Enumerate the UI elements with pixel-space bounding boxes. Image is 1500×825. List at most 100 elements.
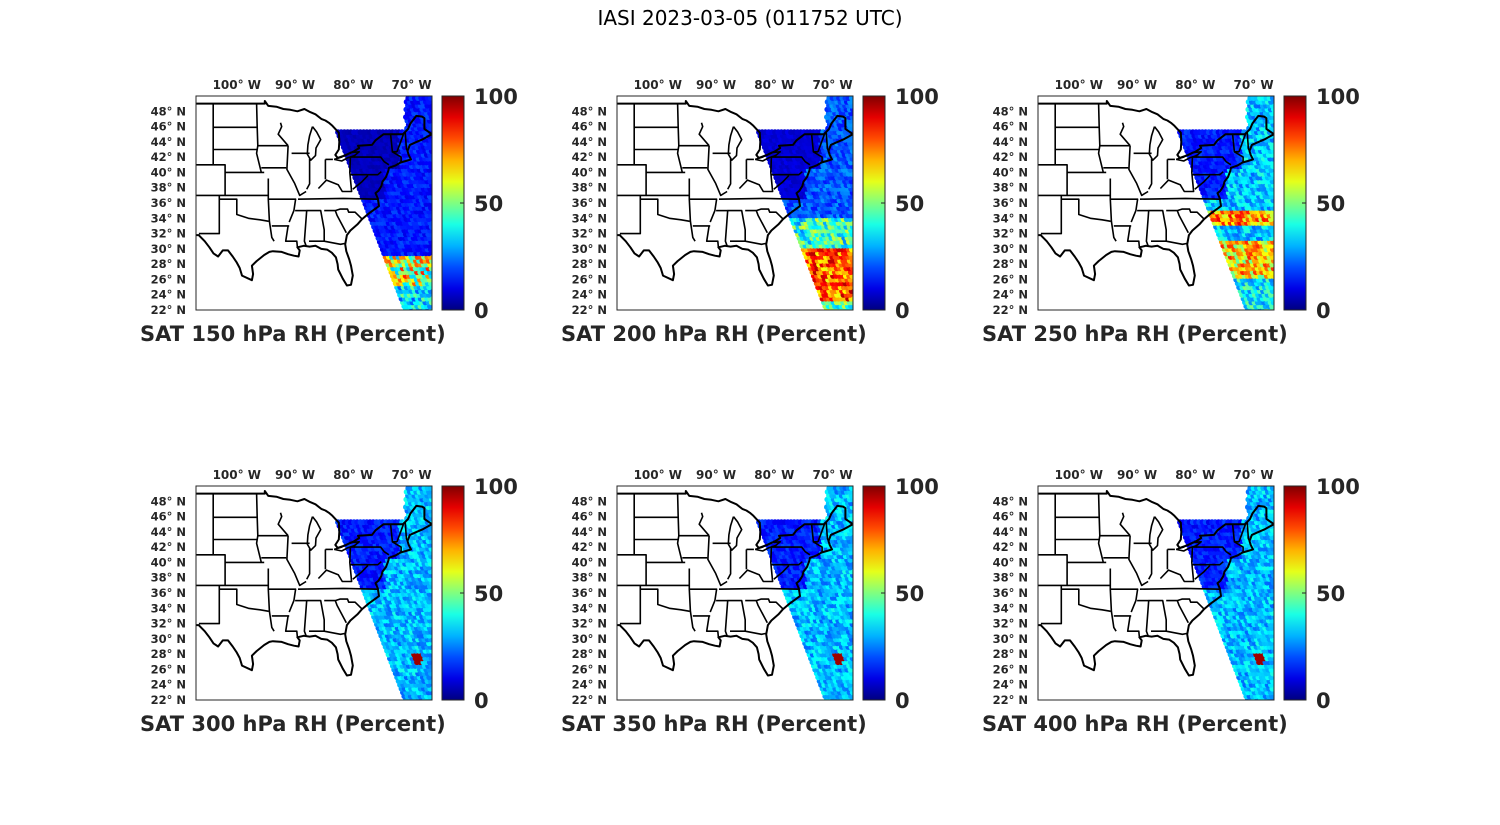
- lat-tick-label: 48° N: [151, 104, 186, 118]
- state-border: [396, 522, 405, 543]
- lat-tick-label: 34° N: [151, 211, 186, 225]
- panel-300: 100° W 90° W 80° W 70° W 48° N 46° N 44° N 42° …: [140, 468, 600, 760]
- state-border: [1097, 103, 1105, 173]
- lon-tick-label: 70° W: [392, 78, 432, 92]
- state-border: [267, 178, 275, 242]
- state-border: [698, 122, 710, 147]
- state-border: [350, 171, 382, 176]
- state-border: [709, 199, 718, 223]
- lat-tick-label: 40° N: [151, 555, 186, 569]
- state-border: [1246, 131, 1251, 152]
- colorbar-tick-label: 0: [895, 299, 910, 323]
- state-border: [267, 568, 275, 632]
- colorbar-tick-label: 100: [474, 85, 518, 109]
- lat-tick-label: 26° N: [151, 662, 186, 676]
- lat-tick-label: 26° N: [572, 272, 607, 286]
- panel-title-300: SAT 300 hPa RH (Percent): [140, 712, 446, 736]
- basemap: [196, 100, 432, 287]
- colorbar-tick-label: 100: [895, 85, 939, 109]
- state-border: [676, 103, 684, 173]
- lat-tick-label: 32° N: [151, 227, 186, 241]
- lat-tick-label: 42° N: [993, 150, 1028, 164]
- lat-tick-label: 30° N: [151, 632, 186, 646]
- lon-tick-label: 90° W: [275, 468, 315, 482]
- state-border: [389, 524, 402, 553]
- state-border: [303, 600, 308, 637]
- state-border: [317, 157, 353, 193]
- state-border: [404, 131, 409, 152]
- lat-tick-label: 36° N: [572, 196, 607, 210]
- state-border: [389, 134, 402, 163]
- state-border: [286, 535, 307, 587]
- lake-erie: [1175, 151, 1202, 162]
- lat-tick-label: 24° N: [151, 678, 186, 692]
- state-border: [303, 210, 308, 247]
- lon-tick-label: 70° W: [392, 468, 432, 482]
- colorbar-tick-label: 50: [1316, 192, 1345, 216]
- state-border: [255, 103, 263, 173]
- lat-tick-label: 24° N: [151, 288, 186, 302]
- lat-tick-label: 26° N: [993, 272, 1028, 286]
- state-border: [745, 208, 784, 220]
- lat-tick-label: 38° N: [151, 571, 186, 585]
- basemap: [1038, 100, 1274, 287]
- state-border: [196, 164, 226, 197]
- lat-tick-label: 44° N: [993, 135, 1028, 149]
- lat-tick-label: 42° N: [151, 540, 186, 554]
- lon-tick-label: 100° W: [213, 78, 261, 92]
- state-border: [745, 240, 766, 246]
- data-swath: [335, 486, 432, 700]
- state-border: [1159, 157, 1195, 193]
- lat-tick-label: 30° N: [151, 242, 186, 256]
- state-border: [1119, 122, 1131, 147]
- northern-border: [196, 100, 432, 159]
- state-border: [334, 600, 348, 624]
- lat-tick-label: 34° N: [151, 601, 186, 615]
- map-frame: [195, 485, 433, 701]
- panel-150: 100° W 90° W 80° W 70° W 48° N 46° N 44° N 42° …: [140, 78, 600, 370]
- state-border: [1192, 171, 1224, 176]
- state-border: [718, 197, 799, 200]
- state-border: [1231, 134, 1244, 163]
- state-border: [317, 547, 353, 583]
- lat-tick-label: 32° N: [993, 227, 1028, 241]
- lat-tick-label: 28° N: [151, 647, 186, 661]
- northern-border: [617, 100, 853, 159]
- lat-tick-label: 46° N: [572, 120, 607, 134]
- lon-tick-label: 70° W: [1234, 78, 1274, 92]
- map-frame: [616, 95, 854, 311]
- state-border: [1130, 199, 1139, 223]
- lat-tick-label: 22° N: [151, 693, 186, 707]
- lat-tick-label: 36° N: [151, 586, 186, 600]
- lat-tick-label: 24° N: [993, 288, 1028, 302]
- lat-tick-label: 36° N: [993, 196, 1028, 210]
- colorbar-tick-label: 100: [474, 475, 518, 499]
- lat-tick-label: 40° N: [993, 165, 1028, 179]
- data-swath: [1177, 96, 1274, 310]
- state-border: [1040, 199, 1063, 235]
- state-border: [1060, 195, 1111, 223]
- lon-tick-label: 90° W: [696, 78, 736, 92]
- lat-tick-label: 28° N: [151, 257, 186, 271]
- state-border: [297, 587, 378, 590]
- panel-title-200: SAT 200 hPa RH (Percent): [561, 322, 867, 346]
- lake-michigan: [306, 126, 322, 161]
- lon-tick-label: 90° W: [275, 78, 315, 92]
- state-border: [825, 131, 830, 152]
- lat-tick-label: 46° N: [151, 120, 186, 134]
- state-border: [755, 210, 769, 234]
- state-border: [354, 156, 390, 166]
- lat-tick-label: 28° N: [993, 257, 1028, 271]
- figure-title: IASI 2023-03-05 (011752 UTC): [597, 6, 903, 30]
- state-border: [1176, 210, 1190, 234]
- lat-tick-label: 42° N: [151, 150, 186, 164]
- lat-tick-label: 32° N: [572, 227, 607, 241]
- panel-250: 100° W 90° W 80° W 70° W 48° N 46° N 44° N 42° …: [982, 78, 1442, 370]
- state-border: [771, 171, 803, 176]
- colorbar-tick-label: 50: [474, 192, 503, 216]
- state-border: [306, 209, 325, 242]
- state-border: [196, 554, 226, 587]
- lat-tick-label: 40° N: [572, 165, 607, 179]
- lat-tick-label: 48° N: [993, 104, 1028, 118]
- lat-tick-label: 30° N: [572, 242, 607, 256]
